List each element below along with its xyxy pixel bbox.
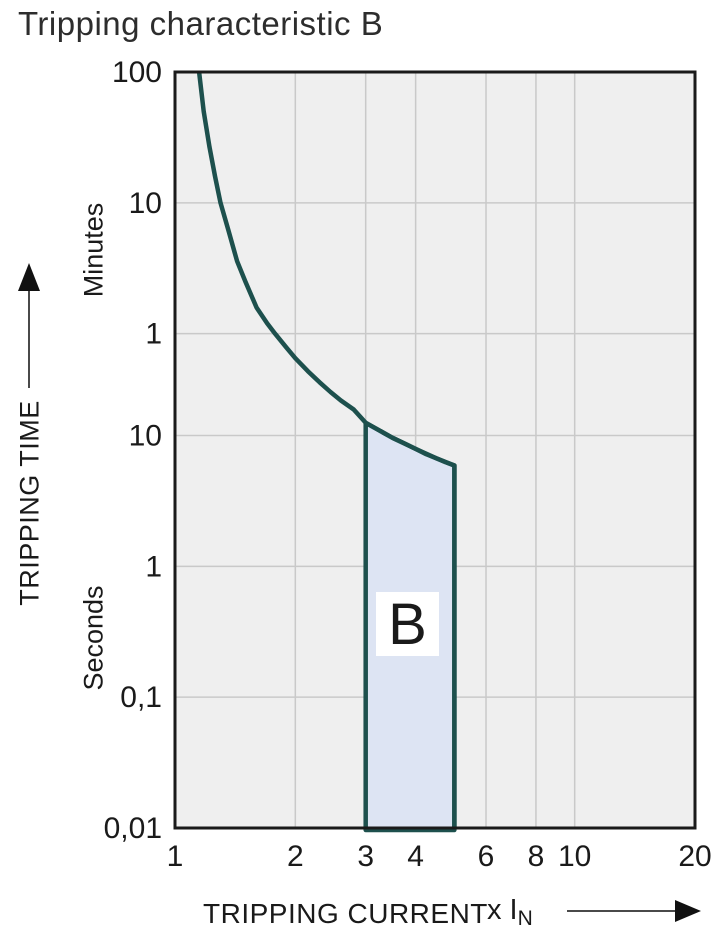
y-tick-label: 0,01 <box>104 812 162 845</box>
page-title: Tripping characteristic B <box>18 5 384 42</box>
multiplier-main: x I <box>487 894 518 926</box>
y-tick-label: 1 <box>145 550 162 583</box>
tripping-curve <box>196 71 457 828</box>
x-tick-label: 1 <box>167 840 184 873</box>
x-tick-label: 6 <box>478 840 495 873</box>
y-axis-unit-seconds: Seconds <box>78 585 109 691</box>
plot-border <box>173 70 697 830</box>
multiplier-subscript: N <box>517 907 533 930</box>
x-tick-label: 2 <box>287 840 304 873</box>
tripping-curve-path <box>196 71 457 828</box>
y-tick-label: 10 <box>129 419 162 452</box>
y-tick-label: 1 <box>145 318 162 351</box>
y-tick-label: 100 <box>112 56 162 89</box>
x-tick-label: 3 <box>357 840 374 873</box>
band-label-badge: B <box>376 592 439 657</box>
x-tick-label: 10 <box>558 840 591 873</box>
up-arrow-icon <box>18 263 40 388</box>
y-tick-label: 0,1 <box>120 681 162 714</box>
right-arrow-icon <box>567 900 701 922</box>
y-axis-unit-minutes: Minutes <box>78 202 109 298</box>
x-axis-title: TRIPPING CURRENT <box>203 898 488 929</box>
y-tick-label: 10 <box>129 187 162 220</box>
y-axis-title: TRIPPING TIME <box>14 400 45 606</box>
x-tick-label: 4 <box>407 840 424 873</box>
plot-frame <box>173 70 697 830</box>
x-tick-label: 20 <box>678 840 711 873</box>
x-tick-label: 8 <box>528 840 545 873</box>
x-axis-multiplier: x IN <box>487 894 533 930</box>
